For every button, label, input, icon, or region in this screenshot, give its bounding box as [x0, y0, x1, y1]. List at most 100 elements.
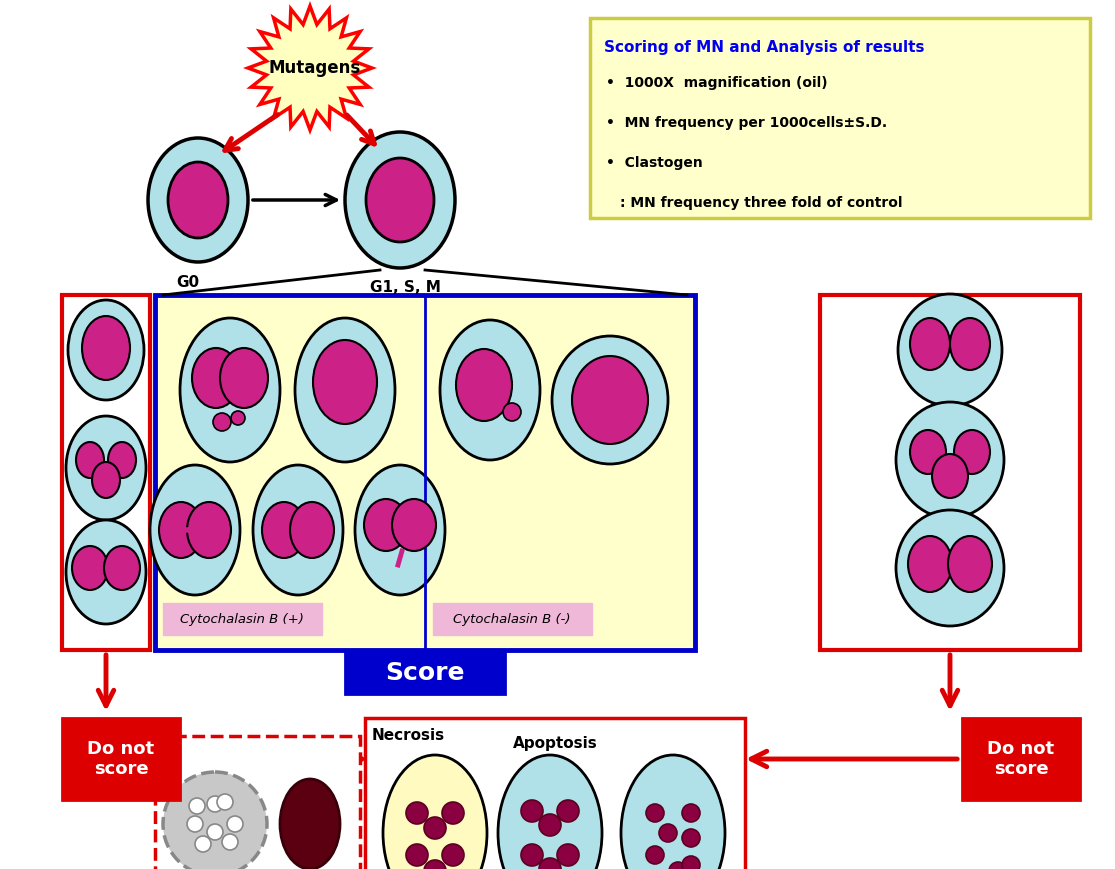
Ellipse shape	[187, 502, 231, 558]
FancyBboxPatch shape	[590, 18, 1090, 218]
Text: Cytochalasin B (-): Cytochalasin B (-)	[454, 613, 571, 626]
Text: G0: G0	[176, 275, 200, 290]
Circle shape	[521, 800, 543, 822]
Polygon shape	[248, 6, 372, 130]
Ellipse shape	[168, 162, 227, 238]
Ellipse shape	[76, 442, 104, 478]
Ellipse shape	[290, 502, 334, 558]
Circle shape	[659, 824, 677, 842]
FancyBboxPatch shape	[163, 603, 322, 635]
Ellipse shape	[896, 510, 1004, 626]
Ellipse shape	[950, 318, 990, 370]
Text: Scoring of MN and Analysis of results: Scoring of MN and Analysis of results	[604, 40, 924, 55]
Ellipse shape	[440, 320, 540, 460]
Ellipse shape	[572, 356, 648, 444]
Circle shape	[207, 824, 223, 840]
FancyBboxPatch shape	[62, 718, 180, 800]
Ellipse shape	[83, 316, 130, 380]
Circle shape	[207, 796, 223, 812]
Circle shape	[539, 814, 561, 836]
Text: Do not
score: Do not score	[87, 740, 155, 778]
Ellipse shape	[68, 300, 144, 400]
Ellipse shape	[345, 132, 455, 268]
Circle shape	[682, 804, 700, 822]
FancyBboxPatch shape	[433, 603, 592, 635]
Ellipse shape	[72, 546, 108, 590]
FancyBboxPatch shape	[155, 295, 695, 650]
Ellipse shape	[898, 294, 1002, 406]
Circle shape	[442, 844, 464, 866]
Circle shape	[424, 860, 446, 869]
Circle shape	[217, 794, 233, 810]
Ellipse shape	[932, 454, 968, 498]
Circle shape	[187, 816, 203, 832]
Ellipse shape	[910, 318, 950, 370]
FancyBboxPatch shape	[345, 652, 505, 694]
Circle shape	[406, 844, 428, 866]
FancyBboxPatch shape	[365, 718, 745, 869]
Ellipse shape	[262, 502, 306, 558]
Ellipse shape	[148, 138, 248, 262]
Ellipse shape	[108, 442, 136, 478]
Circle shape	[521, 844, 543, 866]
Ellipse shape	[151, 465, 240, 595]
Ellipse shape	[295, 318, 395, 462]
Ellipse shape	[93, 462, 120, 498]
Ellipse shape	[948, 536, 992, 592]
Ellipse shape	[66, 416, 146, 520]
Ellipse shape	[552, 336, 668, 464]
Text: G1, S, M: G1, S, M	[369, 280, 440, 295]
Circle shape	[682, 829, 700, 847]
Text: Apoptosis: Apoptosis	[513, 736, 598, 751]
Text: •  Clastogen: • Clastogen	[605, 156, 702, 170]
Circle shape	[682, 856, 700, 869]
Ellipse shape	[180, 318, 280, 462]
Ellipse shape	[280, 779, 340, 869]
Circle shape	[646, 804, 665, 822]
Ellipse shape	[456, 349, 512, 421]
Circle shape	[406, 802, 428, 824]
Circle shape	[558, 844, 579, 866]
Text: •  MN frequency per 1000cells±S.D.: • MN frequency per 1000cells±S.D.	[605, 116, 888, 130]
Circle shape	[227, 816, 243, 832]
Text: Score: Score	[386, 661, 465, 685]
Ellipse shape	[363, 499, 408, 551]
Ellipse shape	[392, 499, 436, 551]
Ellipse shape	[66, 520, 146, 624]
FancyBboxPatch shape	[62, 295, 151, 650]
Ellipse shape	[159, 502, 203, 558]
Text: Do not
score: Do not score	[988, 740, 1055, 778]
Circle shape	[231, 411, 245, 425]
Ellipse shape	[896, 402, 1004, 518]
Text: : MN frequency three fold of control: : MN frequency three fold of control	[620, 196, 902, 210]
FancyBboxPatch shape	[962, 718, 1080, 800]
Circle shape	[539, 858, 561, 869]
FancyBboxPatch shape	[155, 736, 360, 869]
Ellipse shape	[104, 546, 140, 590]
Ellipse shape	[192, 348, 240, 408]
Circle shape	[503, 403, 521, 421]
Text: Cytochalasin B (+): Cytochalasin B (+)	[180, 613, 304, 626]
Ellipse shape	[621, 755, 725, 869]
Ellipse shape	[366, 158, 434, 242]
Circle shape	[646, 846, 665, 864]
Ellipse shape	[498, 755, 602, 869]
Ellipse shape	[382, 755, 487, 869]
Ellipse shape	[908, 536, 952, 592]
Ellipse shape	[313, 340, 377, 424]
Circle shape	[442, 802, 464, 824]
Ellipse shape	[954, 430, 990, 474]
Circle shape	[213, 413, 231, 431]
Text: Necrosis: Necrosis	[372, 728, 445, 743]
Text: •  1000X  magnification (oil): • 1000X magnification (oil)	[605, 76, 827, 90]
Circle shape	[558, 800, 579, 822]
Circle shape	[222, 834, 237, 850]
Ellipse shape	[253, 465, 343, 595]
Circle shape	[669, 862, 687, 869]
Ellipse shape	[355, 465, 445, 595]
Circle shape	[190, 798, 205, 814]
Ellipse shape	[910, 430, 946, 474]
FancyBboxPatch shape	[820, 295, 1080, 650]
Text: Mutagens: Mutagens	[269, 59, 361, 77]
Circle shape	[163, 772, 266, 869]
